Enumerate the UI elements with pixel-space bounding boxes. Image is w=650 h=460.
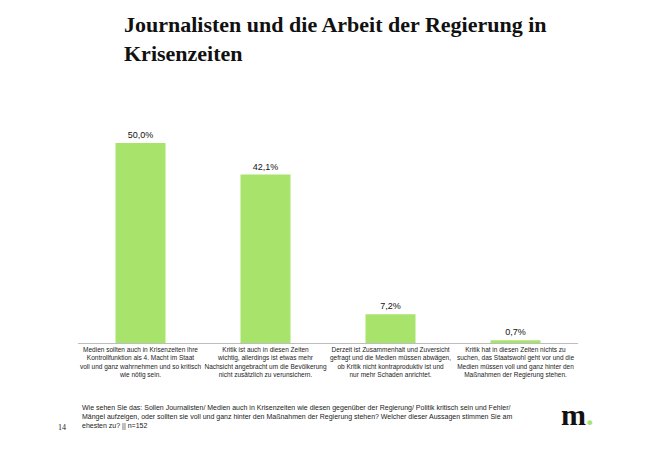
svg-text:0,7%: 0,7% bbox=[505, 327, 526, 337]
svg-text:Medien sollten auch in Krisenz: Medien sollten auch in Krisenzeiten ihre… bbox=[80, 346, 201, 379]
svg-text:42,1%: 42,1% bbox=[253, 162, 279, 172]
svg-text:Kritik hat in diesen Zeiten ni: Kritik hat in diesen Zeiten nichts zusuc… bbox=[457, 346, 574, 379]
svg-text:Journalisten und die Arbeit de: Journalisten und die Arbeit der Regierun… bbox=[124, 12, 547, 66]
svg-text:Kritik ist auch in diesen Zeit: Kritik ist auch in diesen Zeitenwichtig,… bbox=[204, 346, 327, 378]
svg-text:50,0%: 50,0% bbox=[128, 130, 154, 140]
html-text:Wie sehen Sie das: Sollen Jour: Wie sehen Sie das: Sollen Journalisten/ … bbox=[82, 404, 513, 429]
svg-text:Derzeit ist Zusammenhalt und Z: Derzeit ist Zusammenhalt und Zuversichtg… bbox=[330, 346, 451, 378]
html-text:14: 14 bbox=[58, 423, 66, 432]
svg-text:7,2%: 7,2% bbox=[380, 301, 401, 311]
html-text:m.: m. bbox=[561, 398, 594, 431]
